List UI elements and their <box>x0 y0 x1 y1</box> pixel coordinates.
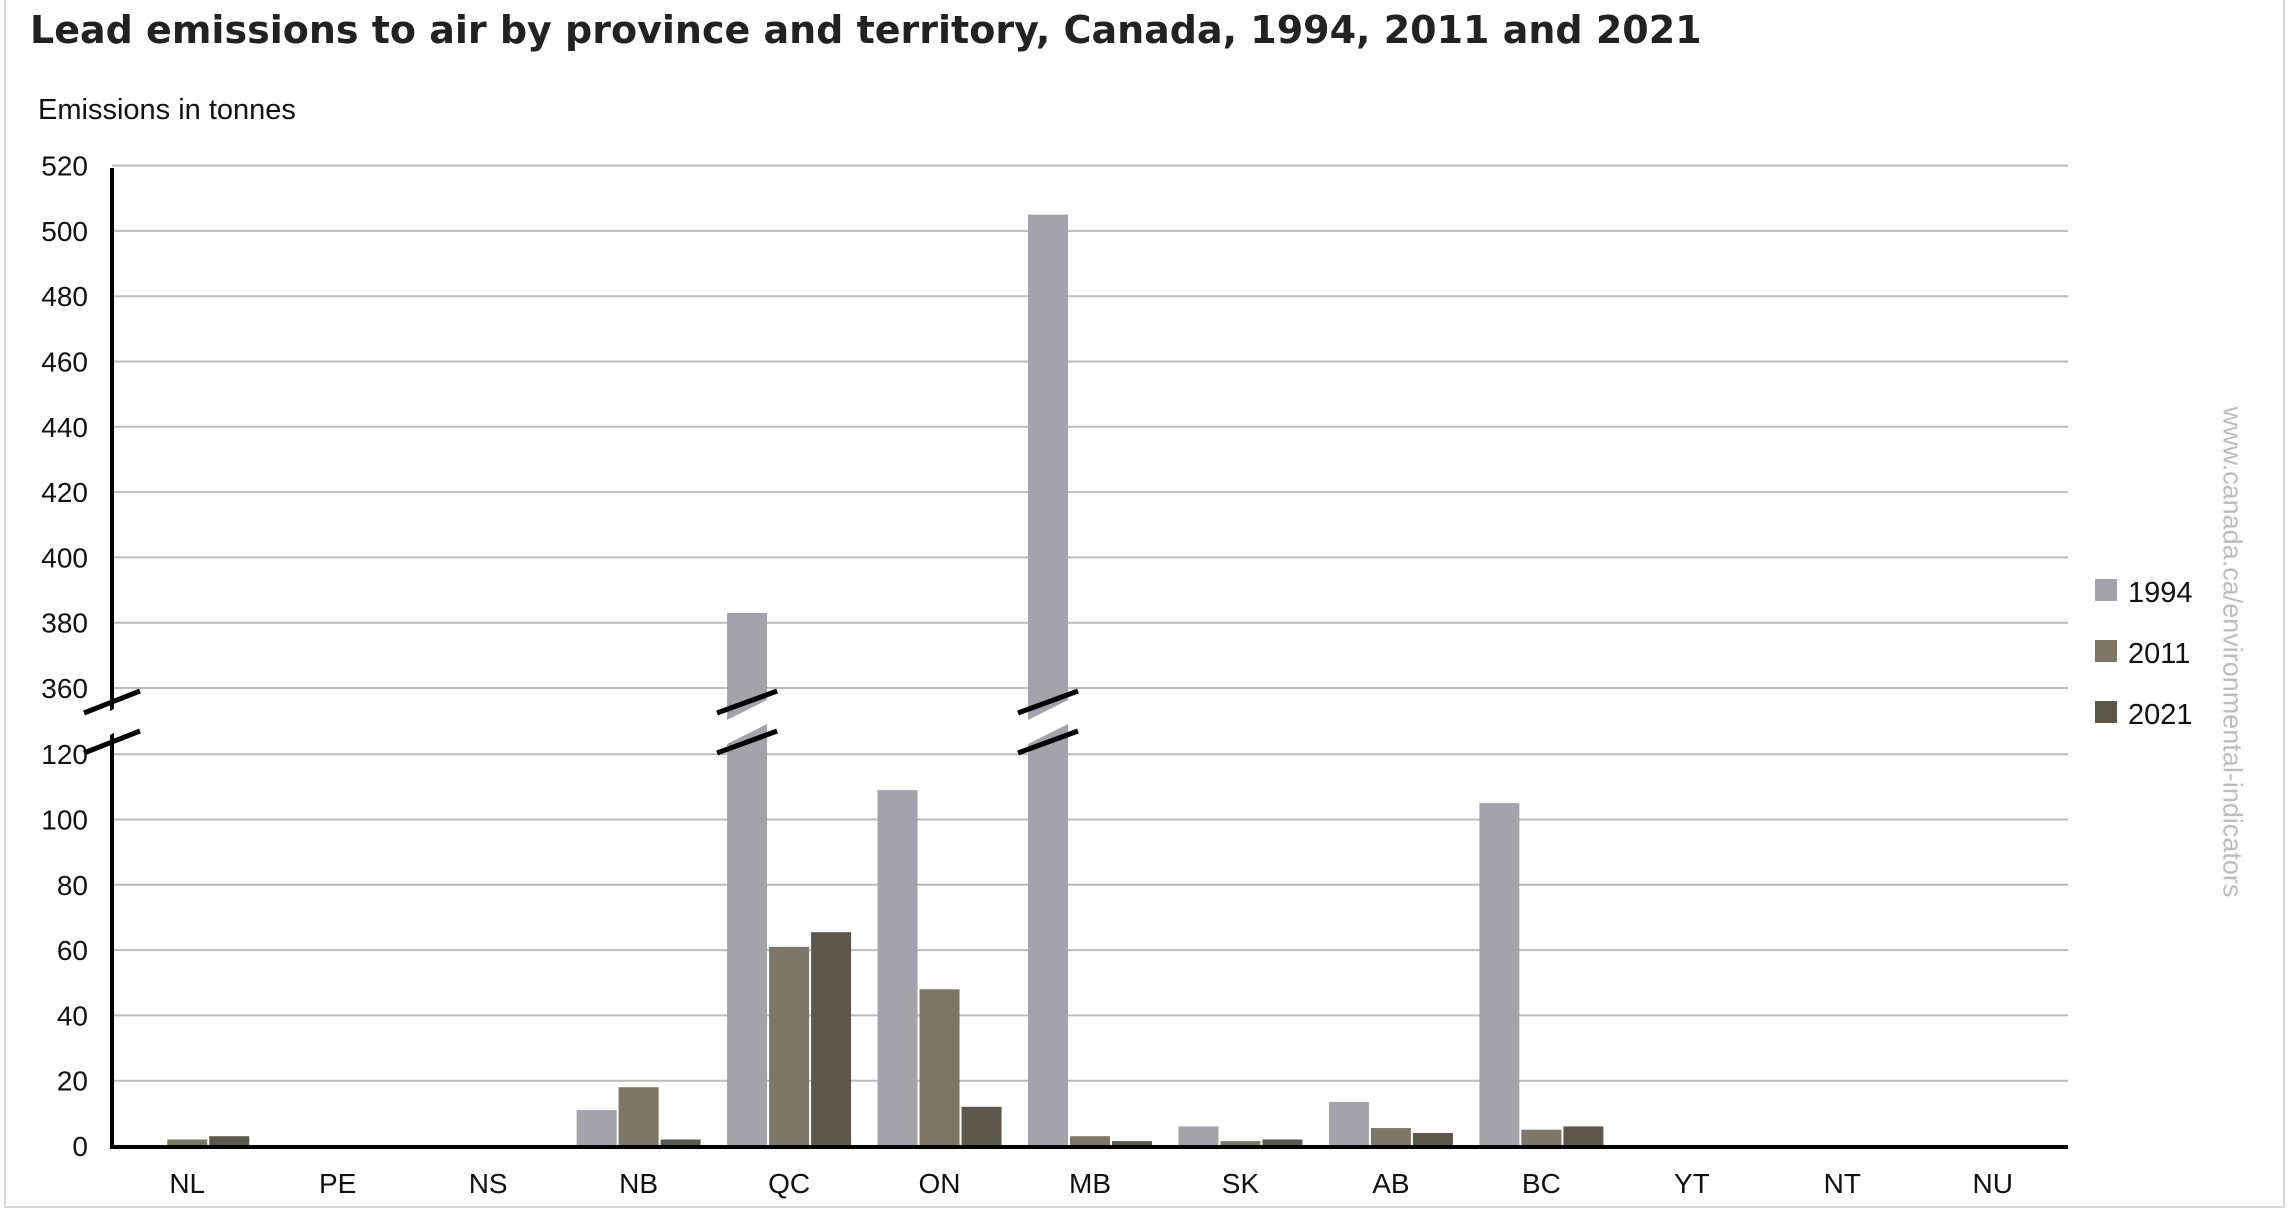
legend-swatch-2011 <box>2095 640 2117 662</box>
y-tick-label: 120 <box>41 739 88 770</box>
axis-break-gap <box>1018 695 1078 749</box>
bar-bc-2011 <box>1521 1129 1562 1146</box>
bar-ab-2011 <box>1370 1128 1411 1146</box>
x-tick-label: NS <box>469 1168 508 1199</box>
bar-bc-1994 <box>1479 803 1520 1146</box>
y-tick-label: 380 <box>41 608 88 639</box>
axis-break-mark <box>1017 688 1079 716</box>
x-tick-label: SK <box>1222 1168 1260 1199</box>
x-tick-labels: NL PE NS NB QC ON MB SK AB BC YT NT NU <box>169 1168 2013 1199</box>
bar-mb-2011 <box>1070 1136 1110 1146</box>
chart-title: Lead emissions to air by province and te… <box>30 8 1702 52</box>
bar-nl-2011 <box>167 1139 208 1146</box>
y-tick-label: 460 <box>41 347 88 378</box>
y-tick-label: 60 <box>57 935 88 966</box>
legend-label: 2021 <box>2128 699 2193 731</box>
legend-swatch-2021 <box>2095 701 2117 723</box>
y-tick-label: 20 <box>57 1066 88 1097</box>
y-tick-label: 480 <box>41 281 88 312</box>
y-tick-label: 520 <box>41 151 88 182</box>
y-tick-label: 500 <box>41 216 88 247</box>
y-tick-label: 80 <box>57 870 88 901</box>
axis-break-mark <box>83 688 141 716</box>
bar-on-2011 <box>919 989 960 1146</box>
watermark: www.canada.ca/environmental-indicators <box>2217 406 2248 898</box>
legend-swatch-1994 <box>2095 579 2117 601</box>
axis-break-mark <box>83 728 141 756</box>
x-tick-label: NL <box>169 1168 205 1199</box>
bar-qc-1994 <box>727 612 768 1146</box>
x-tick-label: QC <box>768 1168 810 1199</box>
y-tick-label: 360 <box>41 673 88 704</box>
x-tick-label: PE <box>319 1168 356 1199</box>
bar-ab-1994 <box>1328 1101 1369 1146</box>
bar-qc-2021 <box>811 932 852 1146</box>
x-tick-label: NB <box>619 1168 658 1199</box>
x-tick-label: ON <box>919 1168 961 1199</box>
x-tick-label: MB <box>1069 1168 1111 1199</box>
bar-qc-2011 <box>769 946 810 1146</box>
axis-break-gap <box>84 695 140 749</box>
bars <box>167 214 1604 1146</box>
bar-nb-1994 <box>576 1110 617 1146</box>
y-tick-label: 400 <box>41 542 88 573</box>
axis-break-mark <box>716 688 778 716</box>
y-axis-title: Emissions in tonnes <box>38 94 296 126</box>
y-tick-label: 100 <box>41 805 88 836</box>
bar-mb-1994 <box>1028 214 1068 1146</box>
bar-sk-1994 <box>1178 1126 1219 1146</box>
x-tick-label: NT <box>1824 1168 1861 1199</box>
x-tick-label: YT <box>1674 1168 1710 1199</box>
axis-break-gap <box>717 695 778 749</box>
y-tick-label: 440 <box>41 412 88 443</box>
bar-sk-2021 <box>1262 1139 1303 1146</box>
x-tick-label: AB <box>1372 1168 1409 1199</box>
x-tick-label: NU <box>1973 1168 2013 1199</box>
axes <box>83 168 2068 1149</box>
bar-mb-2021 <box>1112 1141 1152 1146</box>
y-tick-labels: 0 20 40 60 80 100 120 360 380 400 420 440 460 480 500 5… <box>41 151 88 1162</box>
x-tick-label: BC <box>1522 1168 1561 1199</box>
bar-nl-2021 <box>209 1136 250 1146</box>
bar-on-2021 <box>961 1106 1002 1146</box>
bar-nb-2021 <box>660 1139 701 1146</box>
bar-ab-2021 <box>1412 1132 1453 1146</box>
bar-sk-2011 <box>1220 1141 1261 1146</box>
y-tick-label: 40 <box>57 1000 88 1031</box>
axis-break-mark <box>1017 728 1079 756</box>
legend-label: 2011 <box>2128 638 2190 670</box>
y-tick-label: 420 <box>41 477 88 508</box>
y-tick-label: 0 <box>72 1131 88 1162</box>
gridlines <box>112 164 2068 1082</box>
legend-label: 1994 <box>2128 577 2193 609</box>
bar-on-1994 <box>877 790 918 1146</box>
legend: 1994 2011 2021 <box>2095 577 2193 731</box>
bar-bc-2021 <box>1563 1126 1604 1146</box>
chart-frame <box>4 0 2285 1208</box>
bar-nb-2011 <box>618 1087 659 1146</box>
axis-break-mark <box>716 728 778 756</box>
